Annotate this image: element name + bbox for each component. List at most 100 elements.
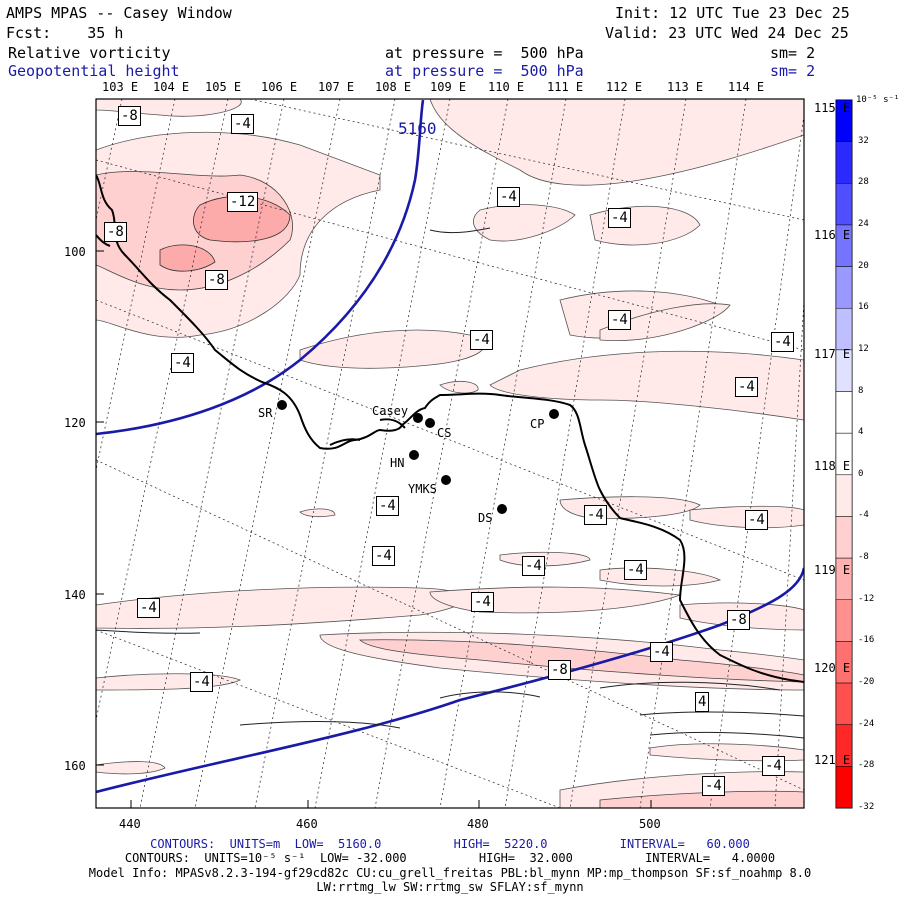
field2-name: Geopotential height [8, 62, 180, 80]
lon-label-107: 107 E [318, 80, 355, 94]
station-label-ymks: YMKS [408, 482, 437, 496]
valid-time: Valid: 23 UTC Wed 24 Dec 25 [605, 24, 849, 42]
coastline [96, 174, 804, 683]
init-time: Init: 12 UTC Tue 23 Dec 25 [615, 4, 850, 22]
field1-smoothing: sm= 2 [770, 44, 816, 62]
vort-label: -8 [205, 270, 228, 290]
colorbar-label: 28 [858, 177, 869, 188]
vort-label: -4 [376, 496, 399, 516]
lon-label-105: 105 E [205, 80, 242, 94]
vort-label: -4 [608, 310, 631, 330]
colorbar-label: -8 [858, 552, 869, 563]
lon-label-108: 108 E [375, 80, 412, 94]
vort-label: -4 [584, 505, 607, 525]
lon-label-115: 115 E [814, 101, 851, 115]
vorticity-contours [96, 227, 804, 739]
vort-label: -4 [497, 187, 520, 207]
x-tick-label: 460 [296, 817, 318, 831]
lon-label-111: 111 E [547, 80, 584, 94]
colorbar-label: 20 [858, 260, 869, 271]
colorbar-cell [835, 474, 853, 517]
station-dot-casey [413, 413, 423, 423]
y-tick-label: 120 [64, 416, 86, 430]
vort-label: -4 [470, 330, 493, 350]
colorbar-label: -28 [858, 760, 875, 771]
vort-label: -4 [762, 756, 785, 776]
station-dot-sr [277, 400, 287, 410]
field2-level: at pressure = 500 hPa [385, 62, 584, 80]
vort-label: -4 [771, 332, 794, 352]
colorbar-label: -24 [858, 718, 875, 729]
colorbar-label: 8 [858, 385, 864, 396]
vort-label: -4 [608, 208, 631, 228]
station-label-sr: SR [258, 406, 273, 420]
vort-label: -4 [372, 546, 395, 566]
colorbar-label: 0 [858, 468, 864, 479]
x-tick-label: 480 [467, 817, 489, 831]
colorbar-label: -16 [858, 635, 875, 646]
colorbar-cell [835, 766, 853, 809]
vort-label: -4 [650, 642, 673, 662]
station-label-ds: DS [478, 511, 493, 525]
colorbar-label: 12 [858, 343, 869, 354]
colorbar-cell [835, 682, 853, 725]
lon-label-113: 113 E [667, 80, 704, 94]
colorbar-label: -12 [858, 593, 875, 604]
vort-label: -8 [548, 660, 571, 680]
colorbar-cell [835, 516, 853, 559]
vort-label: -4 [137, 598, 160, 618]
colorbar-label: -20 [858, 677, 875, 688]
vort-label: -4 [735, 377, 758, 397]
lon-label-104: 104 E [153, 80, 190, 94]
vort-label: -4 [171, 353, 194, 373]
x-tick-label: 440 [119, 817, 141, 831]
vort-label: -8 [104, 222, 127, 242]
colorbar-label: -32 [858, 802, 875, 812]
station-label-cs: CS [437, 426, 452, 440]
vort-label: -4 [745, 510, 768, 530]
y-tick-label: 140 [64, 588, 86, 602]
colorbar-label: 16 [858, 302, 869, 313]
map-title: AMPS MPAS -- Casey Window [6, 4, 232, 22]
footer-model-info-2: LW:rrtmg_lw SW:rrtmg_sw SFLAY:sf_mynn [316, 880, 584, 894]
plot-frame [95, 98, 805, 809]
station-label-cp: CP [530, 417, 545, 431]
lon-label-118: 118 E [814, 459, 851, 473]
colorbar-cell [835, 266, 853, 309]
vort-label: -4 [231, 114, 254, 134]
field2-smoothing: sm= 2 [770, 62, 816, 80]
vort-label: -4 [190, 672, 213, 692]
colorbar-cell [835, 599, 853, 642]
footer-model-info: Model Info: MPASv8.2.3-194-gf29cd82c CU:… [88, 866, 812, 880]
lon-label-110: 110 E [488, 80, 525, 94]
lon-label-109: 109 E [430, 80, 467, 94]
lon-label-120: 120 E [814, 661, 851, 675]
vort-label: -4 [522, 556, 545, 576]
station-dot-cp [549, 409, 559, 419]
station-label-hn: HN [390, 456, 405, 470]
vort-label: -8 [118, 106, 141, 126]
forecast-hour: Fcst: 35 h [6, 24, 124, 42]
height-contours [96, 99, 804, 794]
colorbar-label: 4 [858, 427, 864, 438]
vort-label: -4 [702, 776, 725, 796]
station-dot-cs [425, 418, 435, 428]
lon-label-112: 112 E [606, 80, 643, 94]
vort-label: 4 [695, 692, 710, 712]
field1-name: Relative vorticity [8, 44, 171, 62]
footer-vorticity-contours: CONTOURS: UNITS=10⁻⁵ s⁻¹ LOW= -32.000 HI… [124, 851, 776, 865]
colorbar-unit: 10⁻⁵ s⁻¹ [856, 95, 900, 105]
height-contour-label: 5160 [398, 119, 437, 138]
station-dot-hn [409, 450, 419, 460]
y-tick-label: 160 [64, 759, 86, 773]
colorbar-cell [835, 141, 853, 184]
vort-label: -4 [624, 560, 647, 580]
colorbar-label: 24 [858, 218, 869, 229]
colorbar-cell [835, 307, 853, 351]
lon-label-117: 117 E [814, 347, 851, 361]
lon-label-121: 121 E [814, 753, 851, 767]
colorbar-label: 32 [858, 135, 869, 146]
colorbar-label: -4 [858, 510, 869, 521]
lon-label-106: 106 E [261, 80, 298, 94]
station-dot-ds [497, 504, 507, 514]
